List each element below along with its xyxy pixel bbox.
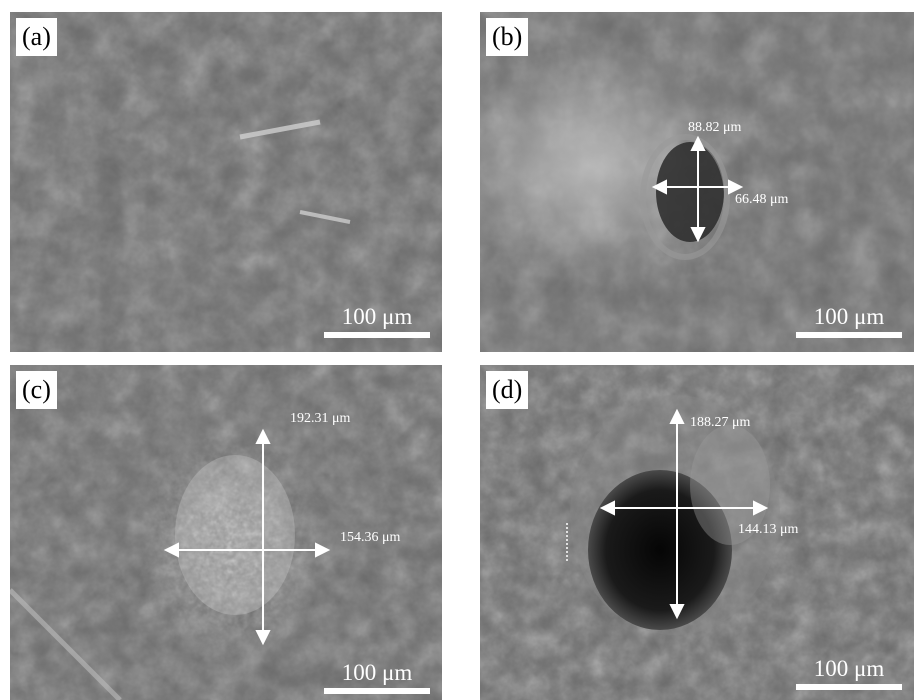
sem-image-c	[10, 365, 442, 700]
sem-panel-d: (d) 188.27 μm 144.13 μm 100 μm	[480, 365, 914, 700]
measurement-vertical: 192.31 μm	[290, 411, 351, 426]
scale-bar-line	[796, 684, 902, 690]
scale-bar-label: 100 μm	[813, 304, 885, 329]
panel-label: (d)	[486, 371, 529, 409]
sem-image-d	[480, 365, 914, 700]
scale-bar-line	[324, 688, 430, 694]
measurement-horizontal: 144.13 μm	[738, 522, 799, 537]
scale-bar-label: 100 μm	[341, 660, 413, 685]
scale-bar-line	[324, 332, 430, 338]
scale-bar: 100 μm	[324, 305, 430, 338]
panel-label: (a)	[16, 18, 57, 56]
measurement-vertical: 88.82 μm	[688, 120, 742, 135]
panel-label: (c)	[16, 371, 57, 409]
measurement-horizontal: 66.48 μm	[735, 192, 789, 207]
sem-image-a	[10, 12, 442, 352]
scale-bar-label: 100 μm	[341, 304, 413, 329]
measurement-horizontal: 154.36 μm	[340, 530, 401, 545]
sem-panel-a: (a) 100 μm	[10, 12, 442, 352]
scale-bar: 100 μm	[796, 305, 902, 338]
sem-panel-c: (c) 192.31 μm 154.36 μm 100 μm	[10, 365, 442, 700]
sem-panel-b: (b) 88.82 μm 66.48 μm 100 μm	[480, 12, 914, 352]
scale-bar-label: 100 μm	[813, 656, 885, 681]
sem-image-b	[480, 12, 914, 352]
scale-bar-line	[796, 332, 902, 338]
panel-label: (b)	[486, 18, 529, 56]
scale-bar: 100 μm	[324, 661, 430, 694]
measurement-vertical: 188.27 μm	[690, 415, 751, 430]
scale-bar: 100 μm	[796, 657, 902, 690]
